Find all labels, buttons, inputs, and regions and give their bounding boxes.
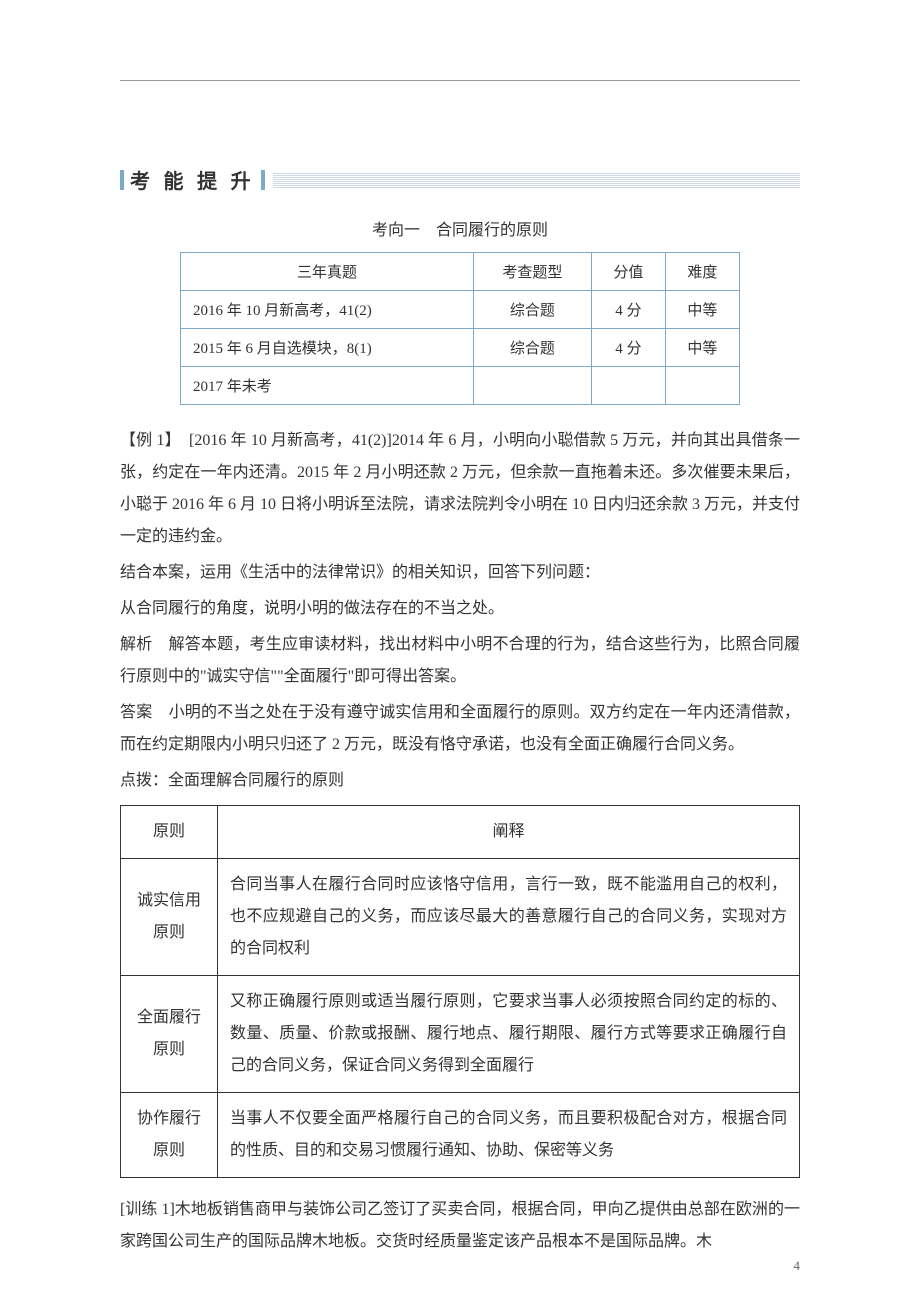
cell: 综合题 <box>474 291 592 329</box>
answer-paragraph: 答案 小明的不当之处在于没有遵守诚实信用和全面履行的原则。双方约定在一年内还清借… <box>120 697 800 761</box>
principle-desc: 当事人不仅要全面严格履行自己的合同义务，而且要积极配合对方，根据合同的性质、目的… <box>218 1093 800 1178</box>
col-header: 考查题型 <box>474 253 592 291</box>
principle-desc: 又称正确履行原则或适当履行原则，它要求当事人必须按照合同约定的标的、数量、质量、… <box>218 976 800 1093</box>
cell: 2017 年未考 <box>181 367 474 405</box>
subheading: 考向一 合同履行的原则 <box>120 216 800 240</box>
summary-table: 三年真题 考查题型 分值 难度 2016 年 10 月新高考，41(2) 综合题… <box>180 252 740 405</box>
exercise-paragraph: [训练 1]木地板销售商甲与装饰公司乙签订了买卖合同，根据合同，甲向乙提供由总部… <box>120 1194 800 1258</box>
analysis-paragraph: 解析 解答本题，考生应审读材料，找出材料中小明不合理的行为，结合这些行为，比照合… <box>120 629 800 693</box>
cell: 2016 年 10 月新高考，41(2) <box>181 291 474 329</box>
col-header: 阐释 <box>218 806 800 859</box>
table-row: 2015 年 6 月自选模块，8(1) 综合题 4 分 中等 <box>181 329 740 367</box>
example-paragraph: 从合同履行的角度，说明小明的做法存在的不当之处。 <box>120 593 800 625</box>
header-rule <box>120 80 800 81</box>
cell <box>474 367 592 405</box>
principle-name: 诚实信用原则 <box>121 859 218 976</box>
document-page: 考 能 提 升 考向一 合同履行的原则 三年真题 考查题型 分值 难度 2016… <box>0 0 920 1302</box>
header-bar-left <box>120 170 124 190</box>
col-header: 三年真题 <box>181 253 474 291</box>
page-number: 4 <box>794 1258 801 1274</box>
cell <box>591 367 665 405</box>
header-hatch <box>273 172 800 188</box>
cell: 中等 <box>665 329 739 367</box>
col-header: 原则 <box>121 806 218 859</box>
principles-table: 原则 阐释 诚实信用原则 合同当事人在履行合同时应该恪守信用，言行一致，既不能滥… <box>120 805 800 1178</box>
table-header-row: 原则 阐释 <box>121 806 800 859</box>
section-title: 考 能 提 升 <box>130 165 255 194</box>
cell: 综合题 <box>474 329 592 367</box>
table-row: 协作履行原则 当事人不仅要全面严格履行自己的合同义务，而且要积极配合对方，根据合… <box>121 1093 800 1178</box>
header-bar-right <box>261 170 265 190</box>
cell: 4 分 <box>591 291 665 329</box>
principle-name: 协作履行原则 <box>121 1093 218 1178</box>
cell: 4 分 <box>591 329 665 367</box>
principle-desc: 合同当事人在履行合同时应该恪守信用，言行一致，既不能滥用自己的权利，也不应规避自… <box>218 859 800 976</box>
section-header: 考 能 提 升 <box>120 165 800 194</box>
table-row: 诚实信用原则 合同当事人在履行合同时应该恪守信用，言行一致，既不能滥用自己的权利… <box>121 859 800 976</box>
col-header: 分值 <box>591 253 665 291</box>
col-header: 难度 <box>665 253 739 291</box>
table-row: 2016 年 10 月新高考，41(2) 综合题 4 分 中等 <box>181 291 740 329</box>
cell: 中等 <box>665 291 739 329</box>
cell <box>665 367 739 405</box>
table-row: 全面履行原则 又称正确履行原则或适当履行原则，它要求当事人必须按照合同约定的标的… <box>121 976 800 1093</box>
example-paragraph: 【例 1】 [2016 年 10 月新高考，41(2)]2014 年 6 月，小… <box>120 425 800 553</box>
table-header-row: 三年真题 考查题型 分值 难度 <box>181 253 740 291</box>
principle-name: 全面履行原则 <box>121 976 218 1093</box>
tip-paragraph: 点拨：全面理解合同履行的原则 <box>120 765 800 797</box>
cell: 2015 年 6 月自选模块，8(1) <box>181 329 474 367</box>
table-row: 2017 年未考 <box>181 367 740 405</box>
example-paragraph: 结合本案，运用《生活中的法律常识》的相关知识，回答下列问题： <box>120 557 800 589</box>
